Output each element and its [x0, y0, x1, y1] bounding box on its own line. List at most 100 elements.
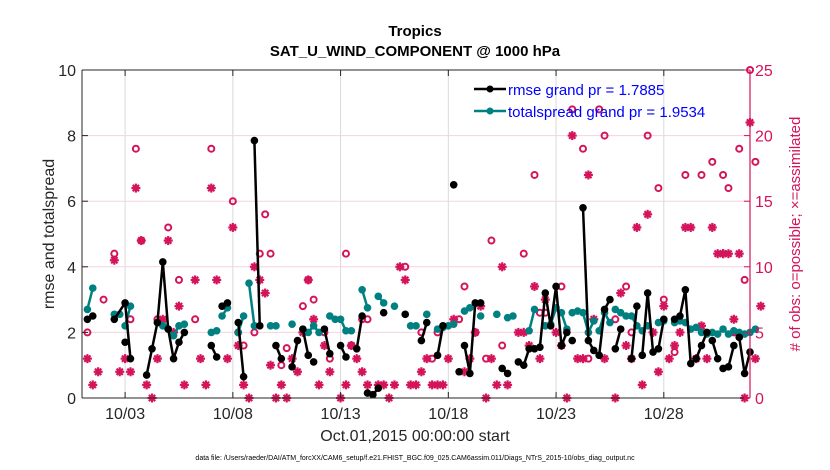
obs-assimilated-marker [422, 354, 432, 364]
obs-assimilated-marker [152, 354, 162, 364]
obs-possible-marker [498, 341, 507, 350]
y2-tick-label: 5 [755, 325, 764, 342]
rmse-point [606, 295, 614, 304]
rmse-point [541, 289, 550, 297]
rmse-point [439, 322, 447, 330]
totalspread-point [212, 326, 221, 335]
obs-star-stroke [88, 380, 97, 389]
obs-possible-marker [740, 275, 749, 284]
obs-star-stroke [616, 289, 625, 297]
obs-star-stroke [487, 354, 496, 363]
obs-star-stroke [347, 341, 356, 350]
totalspread-point [309, 322, 318, 330]
legend: rmse grand pr = 1.7885 totalspread grand… [474, 82, 705, 121]
rmse-point [546, 322, 555, 330]
rmse-point [148, 345, 156, 353]
obs-possible-marker [519, 249, 528, 258]
rmse-point [525, 345, 533, 353]
rmse-point [660, 315, 668, 324]
obs-star-stroke [180, 380, 189, 389]
obs-star-stroke [401, 275, 410, 284]
obs-star-stroke [735, 249, 744, 258]
x-tick-label: 10/28 [644, 406, 684, 423]
totalspread-line [247, 283, 256, 326]
rmse-point [175, 338, 183, 347]
obs-star-stroke [390, 380, 399, 389]
obs-assimilated-marker [190, 275, 200, 285]
obs-possible-marker [622, 282, 631, 291]
obs-star-stroke [676, 328, 684, 337]
totalspread-point [525, 326, 533, 335]
x-tick-label: 10/13 [321, 406, 361, 423]
obs-assimilated-marker [260, 288, 270, 298]
y-tick-label: 6 [67, 194, 76, 211]
obs-star-stroke [352, 354, 361, 363]
obs-star-stroke [412, 380, 420, 389]
obs-assimilated-marker [653, 367, 663, 377]
obs-assimilated-marker [675, 327, 685, 337]
obs-assimilated-marker [88, 380, 98, 390]
rmse-point [579, 203, 587, 212]
obs-possible-marker [681, 170, 690, 179]
rmse-point [600, 305, 609, 314]
obs-assimilated-marker [174, 301, 184, 311]
totalspread-point [530, 305, 539, 314]
totalspread-point [493, 310, 501, 319]
x-tick-label: 10/03 [105, 406, 145, 423]
rmse-point [536, 343, 544, 351]
rmse-point [627, 354, 636, 363]
totalspread-point [169, 331, 178, 340]
rmse-point [584, 336, 593, 345]
obs-assimilated-marker [196, 354, 206, 364]
rmse-point [557, 341, 566, 350]
rmse-point [159, 258, 167, 266]
obs-star-stroke [342, 380, 350, 389]
rmse-line [301, 328, 310, 356]
obs-assimilated-marker [632, 222, 642, 232]
obs-assimilated-marker [179, 380, 189, 390]
rmse-point [121, 299, 129, 307]
obs-star-stroke [622, 341, 631, 350]
obs-assimilated-marker [142, 380, 152, 390]
obs-assimilated-marker [637, 380, 647, 390]
obs-star-stroke [708, 223, 717, 232]
obs-star-stroke [110, 256, 119, 265]
rmse-point [740, 369, 749, 378]
obs-star-stroke [498, 262, 507, 271]
rmse-line [236, 322, 245, 377]
obs-star-stroke [638, 380, 647, 389]
totalspread-point [336, 315, 345, 324]
rmse-point [681, 285, 690, 294]
obs-star-stroke [115, 367, 124, 376]
totalspread-point [751, 325, 760, 333]
rmse-point [449, 181, 458, 189]
obs-star-stroke [164, 236, 173, 245]
totalspread-point [379, 299, 388, 307]
totalspread-point [406, 322, 415, 330]
obs-star-stroke [358, 367, 367, 376]
obs-star-stroke [702, 354, 711, 363]
rmse-point [304, 351, 313, 360]
rmse-point [589, 346, 598, 355]
axes: 10/03 10/08 10/13 10/18 10/23 10/28 0 2 4 6 8 10 0 5 1… [58, 63, 773, 423]
obs-assimilated-marker [486, 354, 496, 364]
obs-star-stroke [126, 367, 135, 376]
totalspread-point [83, 305, 92, 314]
rmse-point [455, 367, 463, 376]
obs-assimilated-marker [643, 209, 653, 219]
obs-possible-marker [595, 105, 604, 114]
rmse-point [374, 384, 383, 392]
obs-star-stroke [266, 361, 275, 370]
totalspread-point [466, 304, 474, 312]
rmse-point [401, 310, 410, 319]
obs-star-stroke [191, 275, 200, 284]
obs-assimilated-marker [578, 354, 588, 364]
totalspread-point [331, 315, 339, 324]
obs-assimilated-marker [664, 354, 674, 364]
obs-assimilated-marker [750, 354, 760, 364]
totalspread-point [88, 284, 97, 292]
obs-star-stroke [83, 354, 92, 363]
obs-possible-marker [164, 223, 173, 232]
y-tick-label: 8 [67, 129, 76, 146]
obs-possible-marker [697, 170, 706, 179]
